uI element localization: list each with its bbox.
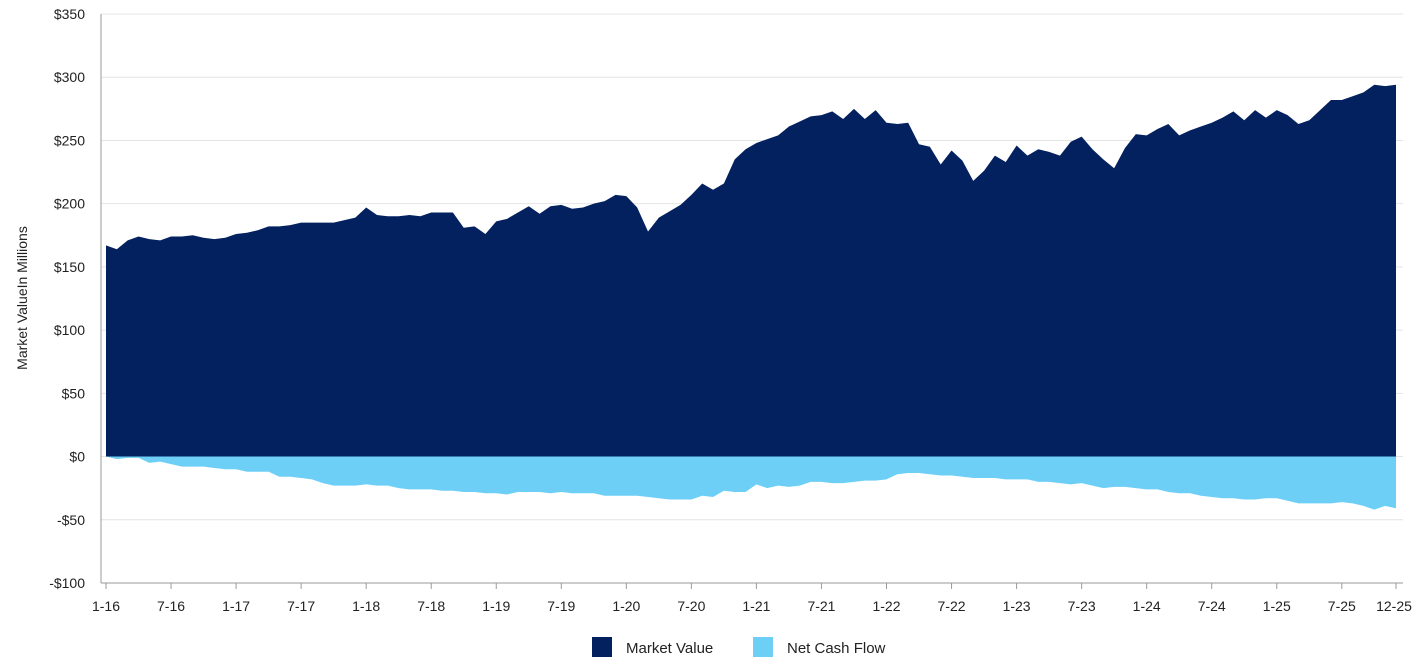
- y-tick-label: $300: [54, 69, 85, 85]
- y-tick-label: -$100: [49, 575, 85, 591]
- x-tick-label: 7-22: [938, 598, 966, 614]
- y-tick-label: $0: [69, 449, 85, 465]
- x-tick-label: 1-24: [1133, 598, 1161, 614]
- x-tick-label: 7-16: [157, 598, 185, 614]
- y-tick-label: $200: [54, 196, 85, 212]
- y-tick-label: $50: [62, 385, 86, 401]
- y-tick-label: $350: [54, 6, 85, 22]
- x-tick-label: 7-23: [1068, 598, 1096, 614]
- x-tick-label: 7-17: [287, 598, 315, 614]
- x-tick-label: 1-19: [482, 598, 510, 614]
- area-net-cash-flow: [106, 456, 1396, 510]
- legend-swatch-market-value: [592, 637, 612, 657]
- axes: [100, 14, 1403, 584]
- series-areas: [106, 84, 1396, 510]
- y-axis-title: Market ValueIn Millions: [14, 226, 30, 370]
- legend-label-net-cash-flow: Net Cash Flow: [787, 640, 886, 657]
- x-tick-label: 7-18: [417, 598, 445, 614]
- x-tick-label: 1-16: [92, 598, 120, 614]
- x-tick-label: 7-24: [1198, 598, 1226, 614]
- x-tick-label: 1-17: [222, 598, 250, 614]
- x-tick-labels: 1-16 7-16 1-17 7-17 1-18 7-18 1-19 7-19 1-20 7-20…: [92, 583, 1412, 614]
- y-tick-label: $100: [54, 322, 85, 338]
- legend-label-market-value: Market Value: [626, 640, 713, 657]
- x-tick-label: 1-20: [612, 598, 640, 614]
- y-tick-label: -$50: [57, 512, 85, 528]
- x-tick-label: 7-25: [1328, 598, 1356, 614]
- legend: Market Value Net Cash Flow: [592, 637, 886, 657]
- x-tick-label: 12-25: [1376, 598, 1412, 614]
- y-tick-label: $250: [54, 132, 85, 148]
- x-tick-label: 1-23: [1003, 598, 1031, 614]
- x-tick-label: 7-20: [677, 598, 705, 614]
- x-tick-label: 7-21: [807, 598, 835, 614]
- y-tick-label: $150: [54, 259, 85, 275]
- legend-swatch-net-cash-flow: [753, 637, 773, 657]
- x-tick-label: 1-25: [1263, 598, 1291, 614]
- x-tick-label: 1-18: [352, 598, 380, 614]
- x-tick-label: 7-19: [547, 598, 575, 614]
- x-tick-label: 1-22: [872, 598, 900, 614]
- y-tick-labels: $350 $300 $250 $200 $150 $100 $50 $0 -$50 -$100: [49, 6, 85, 591]
- x-tick-label: 1-21: [742, 598, 770, 614]
- area-market-value: [106, 84, 1396, 457]
